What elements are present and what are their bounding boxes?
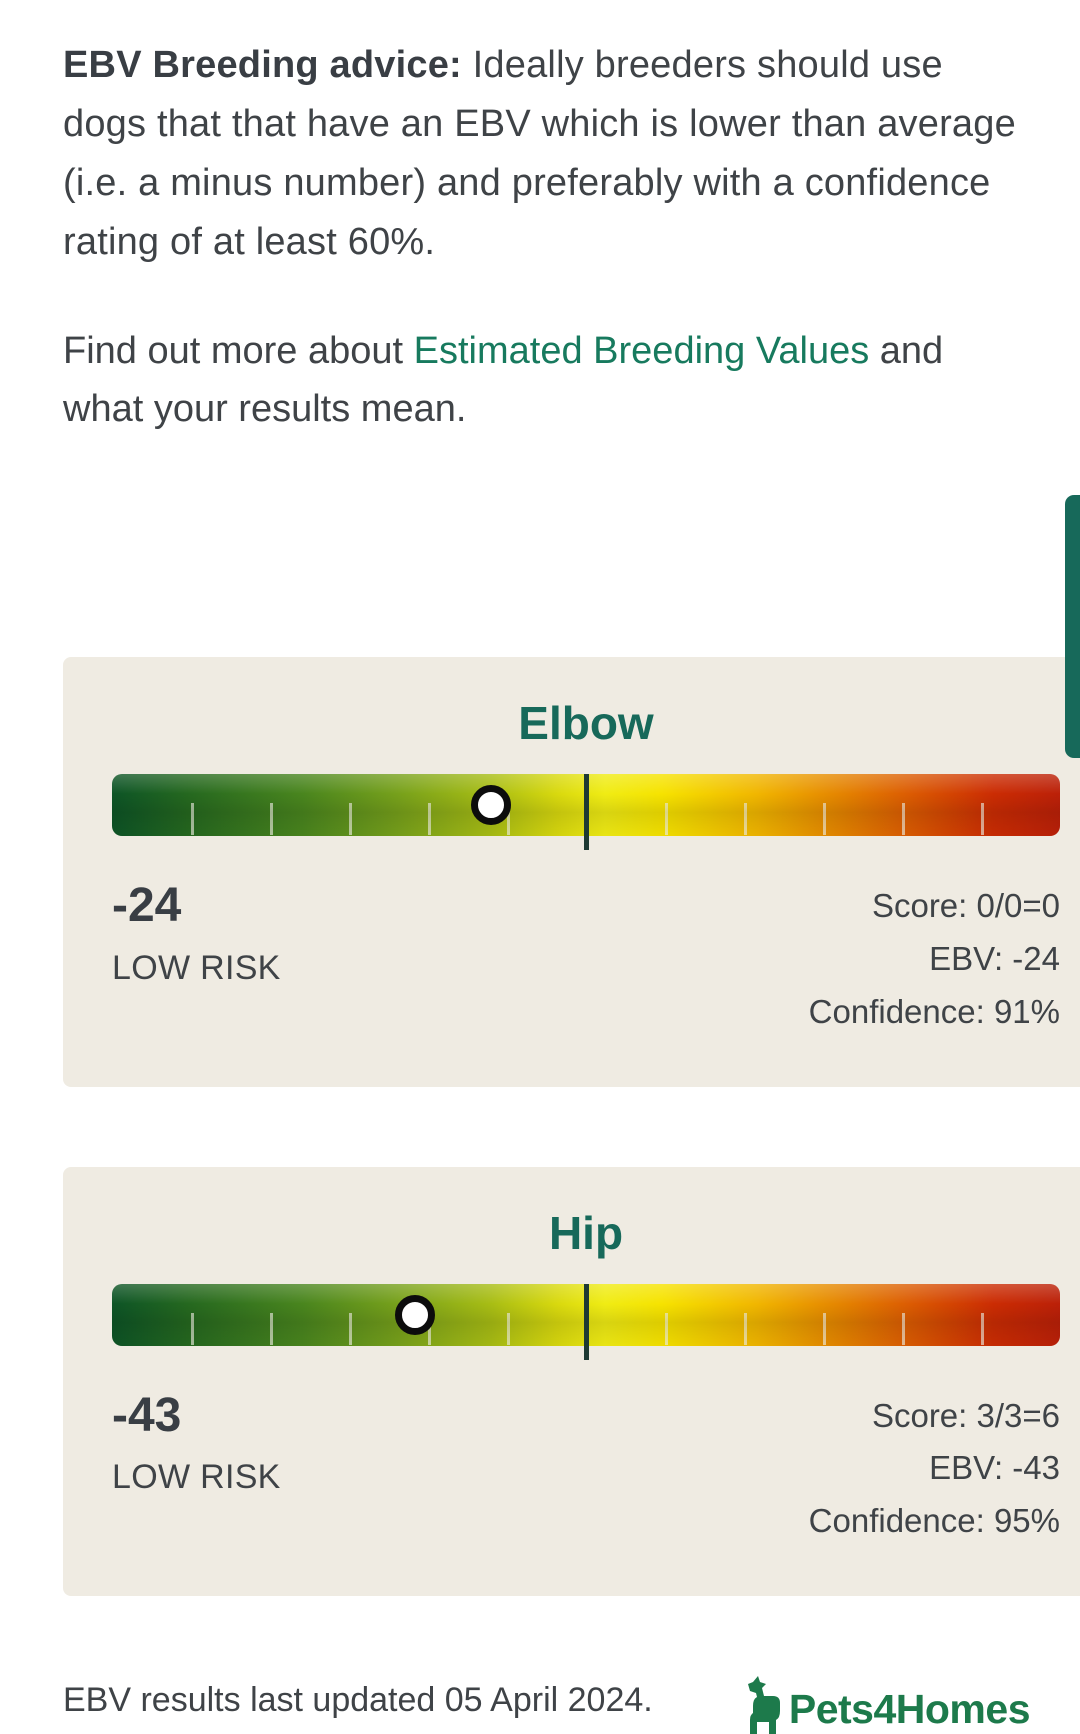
- elbow-risk-gauge: [112, 774, 1060, 851]
- ebv-value: -24: [112, 879, 182, 933]
- ebv-breeding-advice-paragraph: EBV Breeding advice: Ideally breeders sh…: [63, 36, 1022, 272]
- elbow-result-summary: -24 LOW RISK: [112, 879, 281, 1038]
- hip-card-title: Hip: [548, 1206, 624, 1259]
- ebv-advice-section: EBV Breeding advice: Ideally breeders sh…: [0, 0, 1080, 439]
- dog-logo-icon: [747, 1675, 780, 1734]
- estimated-breeding-values-link[interactable]: Estimated Breeding Values: [413, 329, 870, 372]
- gauge-average-divider: [584, 774, 589, 851]
- hip-score-details: Score: 3/3=6 EBV: -43 Confidence: 95%: [809, 1390, 1060, 1548]
- ebv-line: EBV: -43: [929, 1449, 1060, 1487]
- brand-name: Pets4Homes: [788, 1685, 1031, 1732]
- risk-label: LOW RISK: [112, 949, 281, 988]
- elbow-result-card: Elbow -24 LOW RISK Score: 0/0=0 EBV: -24…: [63, 657, 1080, 1087]
- scrollbar-thumb[interactable]: [1065, 495, 1080, 758]
- find-out-prefix: Find out more about: [63, 329, 414, 372]
- pets4homes-logo: Pets4Homes: [747, 1675, 1031, 1734]
- risk-label: LOW RISK: [112, 1458, 281, 1497]
- ebv-line: EBV: -24: [929, 940, 1060, 978]
- find-out-suffix: and what your results mean.: [63, 329, 944, 431]
- last-updated-text: EBV results last updated 05 April 2024.: [63, 1680, 653, 1719]
- score-line: Score: 0/0=0: [871, 887, 1060, 925]
- hip-risk-gauge: [112, 1283, 1060, 1360]
- score-line: Score: 3/3=6: [871, 1396, 1060, 1434]
- advice-text: Ideally breeders should use dogs that th…: [63, 44, 1016, 263]
- confidence-line: Confidence: 95%: [808, 1502, 1060, 1540]
- results-footer: EBV results last updated 05 April 2024. …: [63, 1675, 1031, 1734]
- confidence-line: Confidence: 91%: [808, 992, 1060, 1030]
- gauge-average-divider: [584, 1283, 589, 1360]
- hip-result-summary: -43 LOW RISK: [112, 1388, 281, 1548]
- gauge-value-marker: [471, 785, 512, 826]
- elbow-card-title: Elbow: [518, 697, 654, 750]
- ebv-value: -43: [112, 1388, 182, 1442]
- advice-bold-label: EBV Breeding advice:: [63, 44, 462, 86]
- find-out-more-paragraph: Find out more about Estimated Breeding V…: [63, 322, 1022, 440]
- elbow-score-details: Score: 0/0=0 EBV: -24 Confidence: 91%: [809, 880, 1060, 1038]
- gauge-value-marker: [395, 1294, 436, 1335]
- hip-result-card: Hip -43 LOW RISK Score: 3/3=6 EBV: -43 C…: [63, 1166, 1080, 1596]
